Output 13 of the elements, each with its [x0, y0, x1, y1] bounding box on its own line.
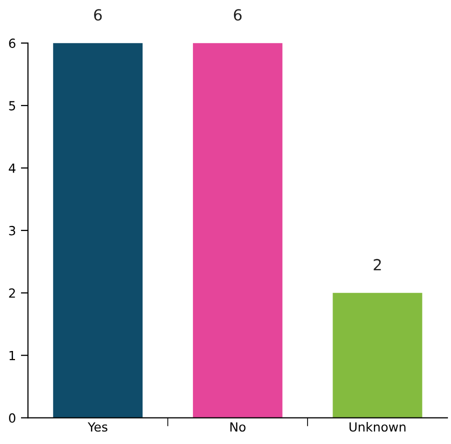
data-label: 6: [234, 9, 242, 21]
y-tick-label: 5: [9, 101, 16, 110]
y-tick-label: 4: [8, 164, 16, 173]
x-tick-label: Unknown: [350, 422, 406, 432]
data-label: 6: [94, 9, 102, 21]
y-tick-label: 6: [9, 38, 16, 48]
data-label: 2: [374, 258, 381, 270]
x-tick-label: No: [230, 422, 246, 432]
y-tick-label: 2: [9, 288, 15, 298]
x-tick-label: Yes: [88, 422, 108, 432]
y-tick-label: 0: [9, 413, 16, 423]
y-tick-label: 1: [10, 350, 15, 360]
y-tick-label: 3: [9, 226, 16, 236]
